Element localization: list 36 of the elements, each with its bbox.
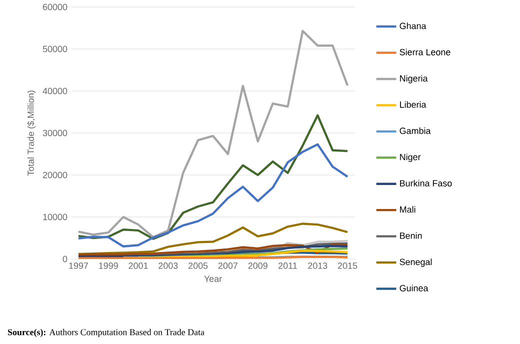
legend-label: Burkina Faso [400, 180, 452, 186]
line-series [137, 247, 349, 258]
text: Source(s): Authors Computation Based on Trade Data [8, 328, 204, 338]
legend-label: Liberia [400, 101, 426, 108]
line-series [77, 222, 349, 256]
y-tick-label: 40000 [42, 88, 68, 94]
x-tick-label: 1997 [69, 262, 88, 269]
legend-label: Sierra Leone [400, 48, 450, 56]
line-series [77, 143, 349, 248]
x-tick-label: 2005 [188, 262, 208, 269]
y-tick-label: 50000 [42, 46, 68, 52]
legend-label: Senegal [400, 258, 432, 267]
x-tick-label: 2003 [158, 262, 178, 269]
legend-label: Gambia [400, 127, 431, 134]
legend-label: Nigeria [400, 74, 428, 84]
x-tick-label: 2015 [338, 262, 358, 269]
y-axis-title: Total Trade ($,Million) [27, 90, 36, 176]
x-tick-label: 2007 [218, 262, 238, 269]
x-tick-label: 2001 [128, 262, 148, 269]
x-axis-title: Year [204, 276, 222, 282]
legend-label: Guinea [400, 284, 428, 292]
x-tick-label: 2011 [278, 262, 297, 269]
legend-label: Mali [400, 206, 416, 213]
y-tick-label: 60000 [43, 4, 68, 10]
x-tick-label: 1999 [99, 262, 118, 269]
legend-label: Niger [400, 154, 421, 162]
legend-label: Benin [400, 232, 422, 239]
y-tick-label: 10000 [43, 214, 68, 220]
y-tick-label: 20000 [43, 172, 68, 178]
x-tick-label: 2013 [308, 262, 328, 269]
line-series [77, 114, 349, 240]
legend-label: Ghana [400, 22, 426, 30]
line-series [77, 30, 349, 238]
y-tick-label: 30000 [42, 130, 68, 136]
y-tick-label: 0 [62, 256, 68, 262]
x-tick-label: 2009 [248, 262, 268, 269]
